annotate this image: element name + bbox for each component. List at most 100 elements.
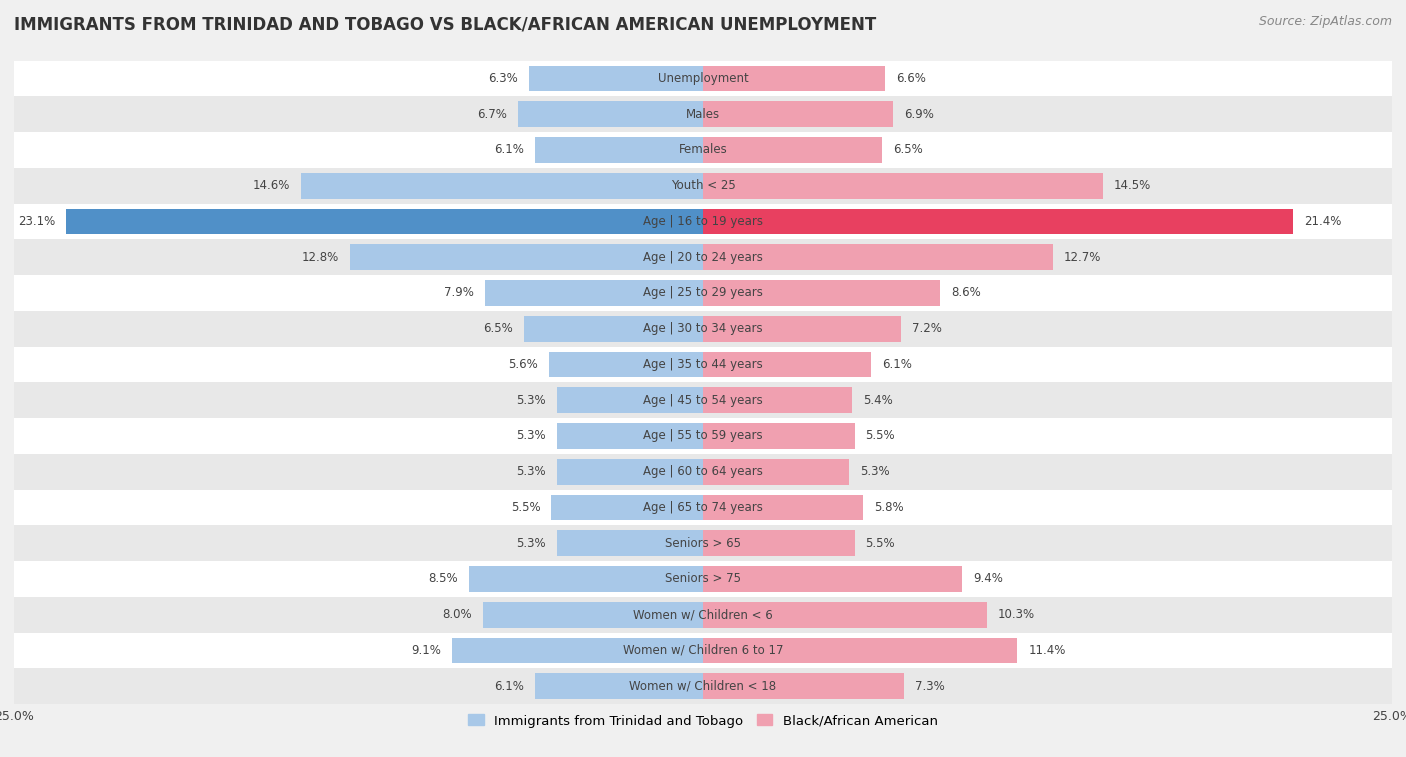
Bar	[350, 245, 703, 270]
Bar	[557, 459, 703, 484]
Text: 8.6%: 8.6%	[950, 286, 981, 300]
Bar	[703, 245, 1053, 270]
Text: 9.4%: 9.4%	[973, 572, 1002, 585]
Bar	[468, 566, 703, 592]
Bar	[548, 351, 703, 377]
Text: 9.1%: 9.1%	[412, 644, 441, 657]
Bar	[703, 101, 893, 127]
Text: 6.5%: 6.5%	[484, 322, 513, 335]
Bar	[14, 275, 1392, 311]
Text: Women w/ Children < 6: Women w/ Children < 6	[633, 608, 773, 621]
Bar	[482, 602, 703, 628]
Bar	[703, 459, 849, 484]
Text: 6.5%: 6.5%	[893, 143, 922, 157]
Bar	[703, 673, 904, 699]
Text: Seniors > 65: Seniors > 65	[665, 537, 741, 550]
Text: Age | 20 to 24 years: Age | 20 to 24 years	[643, 251, 763, 263]
Bar	[66, 208, 703, 235]
Text: 5.5%: 5.5%	[866, 537, 896, 550]
Text: Age | 35 to 44 years: Age | 35 to 44 years	[643, 358, 763, 371]
Bar	[703, 388, 852, 413]
Bar	[557, 531, 703, 556]
Bar	[551, 494, 703, 520]
Bar	[14, 168, 1392, 204]
Bar	[14, 61, 1392, 96]
Text: 12.7%: 12.7%	[1064, 251, 1101, 263]
Text: Youth < 25: Youth < 25	[671, 179, 735, 192]
Bar	[14, 633, 1392, 668]
Text: Women w/ Children 6 to 17: Women w/ Children 6 to 17	[623, 644, 783, 657]
Text: 5.3%: 5.3%	[860, 465, 890, 478]
Text: 6.1%: 6.1%	[882, 358, 912, 371]
Text: 23.1%: 23.1%	[18, 215, 55, 228]
Legend: Immigrants from Trinidad and Tobago, Black/African American: Immigrants from Trinidad and Tobago, Bla…	[463, 709, 943, 733]
Bar	[14, 311, 1392, 347]
Text: 6.1%: 6.1%	[494, 680, 524, 693]
Bar	[14, 132, 1392, 168]
Text: 5.3%: 5.3%	[516, 394, 546, 407]
Bar	[14, 490, 1392, 525]
Bar	[14, 347, 1392, 382]
Bar	[703, 351, 872, 377]
Text: 5.3%: 5.3%	[516, 465, 546, 478]
Bar	[14, 525, 1392, 561]
Text: 6.6%: 6.6%	[896, 72, 925, 85]
Text: 8.5%: 8.5%	[427, 572, 458, 585]
Bar	[14, 239, 1392, 275]
Bar	[703, 602, 987, 628]
Text: Source: ZipAtlas.com: Source: ZipAtlas.com	[1258, 15, 1392, 28]
Bar	[485, 280, 703, 306]
Bar	[14, 204, 1392, 239]
Text: 14.6%: 14.6%	[252, 179, 290, 192]
Text: 14.5%: 14.5%	[1114, 179, 1152, 192]
Text: Women w/ Children < 18: Women w/ Children < 18	[630, 680, 776, 693]
Bar	[703, 208, 1292, 235]
Text: Age | 16 to 19 years: Age | 16 to 19 years	[643, 215, 763, 228]
Text: 7.9%: 7.9%	[444, 286, 474, 300]
Text: 8.0%: 8.0%	[441, 608, 471, 621]
Text: 11.4%: 11.4%	[1028, 644, 1066, 657]
Bar	[524, 316, 703, 341]
Bar	[703, 566, 962, 592]
Text: 5.5%: 5.5%	[510, 501, 540, 514]
Bar	[703, 137, 882, 163]
Bar	[453, 637, 703, 663]
Text: 12.8%: 12.8%	[302, 251, 339, 263]
Bar	[530, 66, 703, 92]
Bar	[557, 423, 703, 449]
Text: 10.3%: 10.3%	[998, 608, 1035, 621]
Text: IMMIGRANTS FROM TRINIDAD AND TOBAGO VS BLACK/AFRICAN AMERICAN UNEMPLOYMENT: IMMIGRANTS FROM TRINIDAD AND TOBAGO VS B…	[14, 15, 876, 33]
Bar	[703, 173, 1102, 198]
Bar	[557, 388, 703, 413]
Bar	[14, 418, 1392, 453]
Text: 6.7%: 6.7%	[478, 107, 508, 120]
Text: Seniors > 75: Seniors > 75	[665, 572, 741, 585]
Text: 21.4%: 21.4%	[1303, 215, 1341, 228]
Text: Age | 60 to 64 years: Age | 60 to 64 years	[643, 465, 763, 478]
Text: 5.3%: 5.3%	[516, 429, 546, 442]
Bar	[703, 637, 1017, 663]
Bar	[14, 382, 1392, 418]
Bar	[14, 597, 1392, 633]
Bar	[14, 453, 1392, 490]
Text: 5.3%: 5.3%	[516, 537, 546, 550]
Text: Age | 55 to 59 years: Age | 55 to 59 years	[643, 429, 763, 442]
Bar	[301, 173, 703, 198]
Text: 5.5%: 5.5%	[866, 429, 896, 442]
Text: Age | 25 to 29 years: Age | 25 to 29 years	[643, 286, 763, 300]
Text: 6.1%: 6.1%	[494, 143, 524, 157]
Bar	[534, 673, 703, 699]
Bar	[703, 316, 901, 341]
Text: Age | 45 to 54 years: Age | 45 to 54 years	[643, 394, 763, 407]
Bar	[14, 561, 1392, 597]
Bar	[703, 423, 855, 449]
Text: 7.2%: 7.2%	[912, 322, 942, 335]
Bar	[703, 280, 941, 306]
Text: Unemployment: Unemployment	[658, 72, 748, 85]
Text: Age | 65 to 74 years: Age | 65 to 74 years	[643, 501, 763, 514]
Bar	[703, 531, 855, 556]
Text: 7.3%: 7.3%	[915, 680, 945, 693]
Text: 6.3%: 6.3%	[489, 72, 519, 85]
Bar	[519, 101, 703, 127]
Bar	[14, 668, 1392, 704]
